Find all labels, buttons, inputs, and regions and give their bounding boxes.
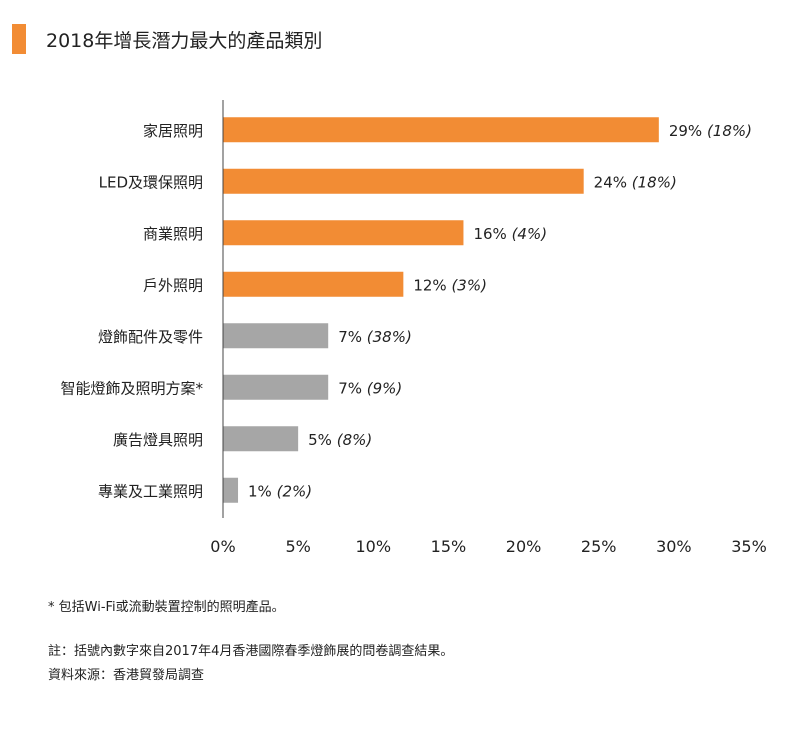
data-label-value-4: 7% [338,328,367,346]
bar-2 [223,220,464,246]
source-note: 資料來源：香港貿發局調查 [48,668,205,683]
category-label-6: 廣告燈具照明 [113,431,203,449]
data-label-1: 24% (18%) [594,173,677,191]
data-label-secondary-7: (2%) [277,482,313,500]
category-label-4: 燈飾配件及零件 [98,328,203,346]
x-tick-label-6: 30% [656,537,692,556]
x-tick-label-4: 20% [506,537,542,556]
data-label-secondary-5: (9%) [367,379,403,397]
data-label-7: 1% (2%) [248,482,312,500]
data-label-4: 7% (38%) [338,328,412,346]
data-label-value-3: 12% [413,276,451,294]
category-label-2: 商業照明 [143,225,203,243]
data-label-secondary-4: (38%) [367,328,412,346]
x-tick-label-3: 15% [431,537,467,556]
category-label-1: LED及環保照明 [99,173,203,191]
remark-note: 註：括號內數字來自2017年4月香港國際春季燈飾展的問卷調查結果。 [48,644,454,659]
category-label-5: 智能燈飾及照明方案* [60,379,203,397]
x-tick-label-1: 5% [285,537,310,556]
x-tick-label-0: 0% [210,537,235,556]
category-label-3: 戶外照明 [143,276,203,294]
data-label-secondary-2: (4%) [512,225,548,243]
data-label-value-2: 16% [473,225,511,243]
footnote: * 包括Wi-Fi或流動裝置控制的照明產品。 [48,600,285,615]
data-label-value-5: 7% [338,379,367,397]
data-label-secondary-0: (18%) [707,122,752,140]
category-label-7: 專業及工業照明 [98,482,203,500]
x-tick-label-5: 25% [581,537,617,556]
x-tick-label-2: 10% [356,537,392,556]
data-label-0: 29% (18%) [669,122,752,140]
bar-3 [223,271,404,297]
bar-0 [223,117,659,143]
bar-4 [223,323,329,349]
data-label-value-7: 1% [248,482,277,500]
bar-7 [223,477,239,503]
chart-title: 2018年增長潛力最大的產品類別 [46,30,323,52]
data-label-3: 12% (3%) [413,276,487,294]
bar-5 [223,374,329,400]
bar-1 [223,168,584,194]
data-label-value-1: 24% [594,173,632,191]
data-label-value-6: 5% [308,431,337,449]
data-label-6: 5% (8%) [308,431,372,449]
data-label-secondary-3: (3%) [451,276,487,294]
data-label-value-0: 29% [669,122,707,140]
title-accent-bar [12,24,26,54]
bar-6 [223,426,299,452]
x-tick-label-7: 35% [731,537,767,556]
data-label-2: 16% (4%) [473,225,547,243]
data-label-secondary-1: (18%) [632,173,677,191]
bar-chart: 家居照明 29% (18%) LED及環保照明 24% (18%) 商業照明 16% (4… [60,100,767,556]
category-label-0: 家居照明 [143,122,203,140]
data-label-secondary-6: (8%) [337,431,373,449]
data-label-5: 7% (9%) [338,379,402,397]
